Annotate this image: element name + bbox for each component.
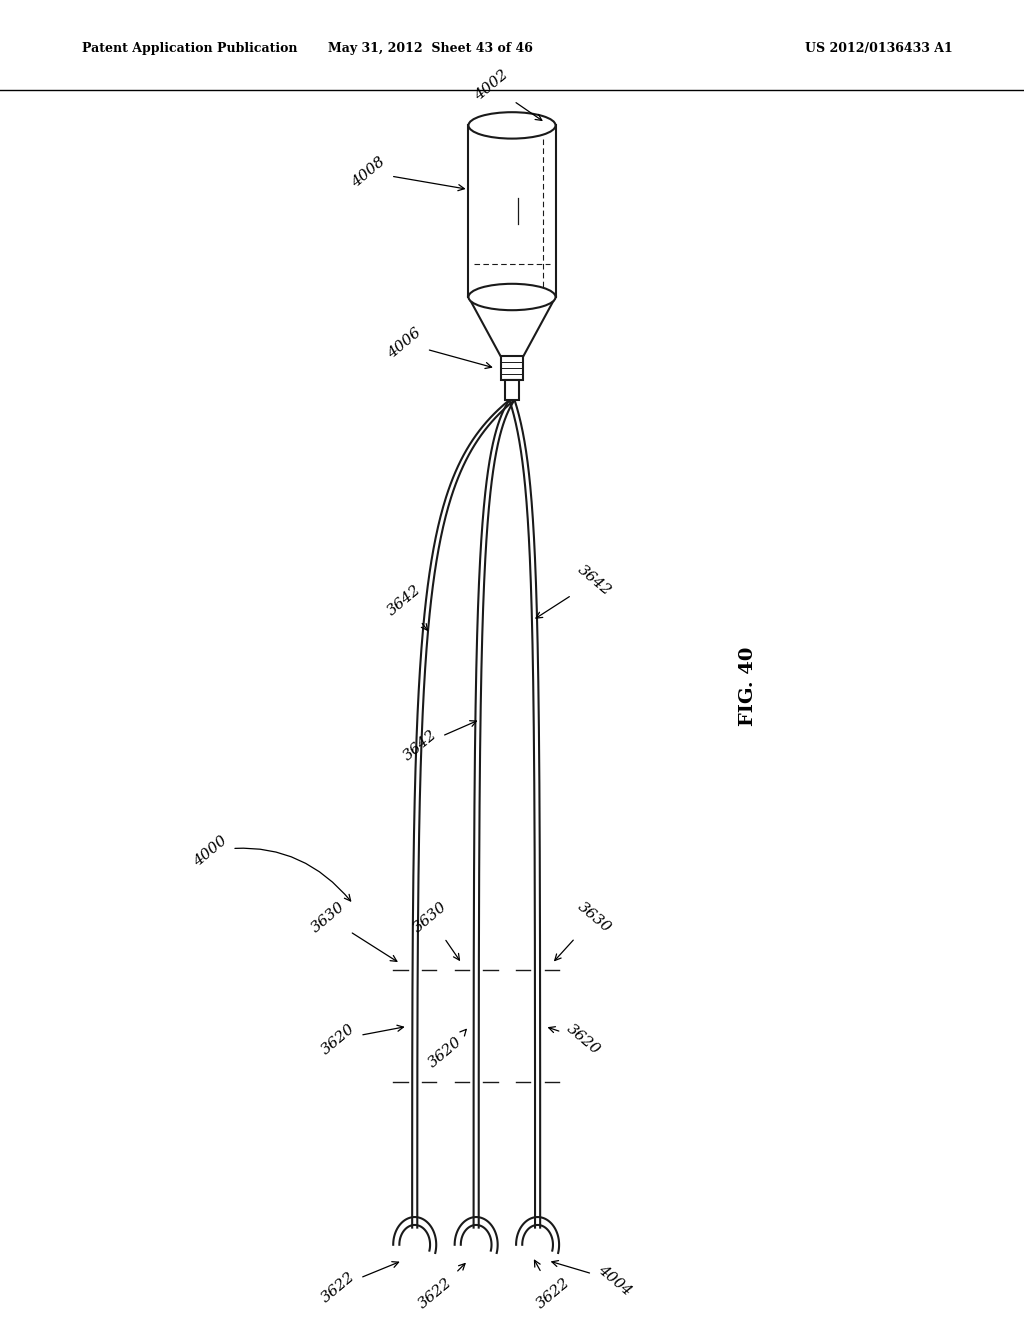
Text: 4002: 4002 <box>472 67 542 120</box>
Text: US 2012/0136433 A1: US 2012/0136433 A1 <box>805 42 952 55</box>
Text: 3622: 3622 <box>318 1262 398 1305</box>
Text: 3620: 3620 <box>318 1022 403 1057</box>
Text: 3620: 3620 <box>549 1022 603 1057</box>
Text: 3630: 3630 <box>555 899 613 961</box>
FancyBboxPatch shape <box>469 125 555 297</box>
Text: 4006: 4006 <box>385 325 492 368</box>
Text: 4000: 4000 <box>190 833 350 902</box>
Polygon shape <box>505 380 519 400</box>
Text: 4008: 4008 <box>349 154 464 190</box>
Text: 3622: 3622 <box>534 1261 572 1312</box>
Text: May 31, 2012  Sheet 43 of 46: May 31, 2012 Sheet 43 of 46 <box>328 42 532 55</box>
Ellipse shape <box>469 112 555 139</box>
Text: Patent Application Publication: Patent Application Publication <box>82 42 297 55</box>
Text: 3622: 3622 <box>416 1263 465 1312</box>
Polygon shape <box>469 297 555 356</box>
Text: 3642: 3642 <box>385 582 428 631</box>
Text: 3642: 3642 <box>536 562 613 618</box>
Text: FIG. 40: FIG. 40 <box>738 647 757 726</box>
Text: 3642: 3642 <box>400 721 476 764</box>
Text: 3630: 3630 <box>308 899 397 961</box>
Ellipse shape <box>469 284 555 310</box>
Text: 3630: 3630 <box>411 899 460 960</box>
Polygon shape <box>501 356 523 380</box>
Text: 3620: 3620 <box>426 1030 466 1071</box>
Text: 4004: 4004 <box>552 1261 634 1299</box>
